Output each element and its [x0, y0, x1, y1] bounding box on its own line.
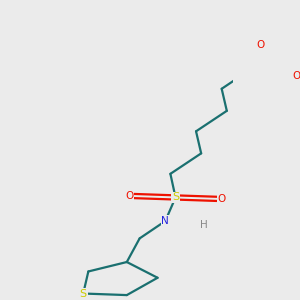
Text: H: H — [200, 220, 208, 230]
Text: S: S — [172, 193, 179, 202]
Text: O: O — [125, 191, 134, 201]
Text: N: N — [161, 216, 169, 226]
Text: O: O — [256, 40, 264, 50]
Text: O: O — [292, 71, 300, 81]
Text: O: O — [218, 194, 226, 204]
Text: S: S — [80, 289, 87, 298]
